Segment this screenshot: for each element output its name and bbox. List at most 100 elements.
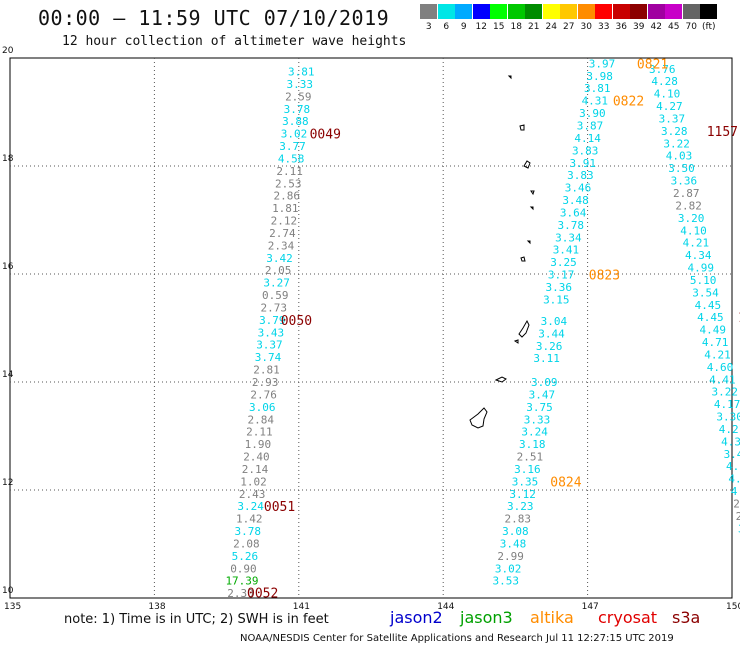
wave-height-value: 3.33 [287, 78, 314, 91]
wave-height-value: 4.03 [666, 150, 693, 163]
map-frame [9, 57, 733, 599]
island-outline [507, 75, 512, 80]
pass-time-label: 0821 [637, 57, 668, 72]
wave-height-value: 3.08 [502, 525, 529, 538]
scale-swatch [437, 4, 455, 19]
scale-tick-label: 27 [563, 22, 575, 32]
wave-height-value: 3.36 [545, 281, 572, 294]
wave-height-value: 3.81 [288, 66, 315, 79]
scale-swatch [612, 4, 630, 19]
wave-height-value: 2.84 [248, 413, 275, 426]
wave-height-value: 0.59 [262, 289, 289, 302]
wave-height-value: 3.17 [548, 269, 575, 282]
wave-height-value: 3.02 [495, 562, 522, 575]
wave-height-value: 4.10 [654, 88, 681, 101]
wave-height-value: 3.92 [738, 522, 740, 535]
lat-tick-label: 10 [2, 586, 14, 596]
wave-height-value: 3.33 [524, 413, 551, 426]
scale-swatch [682, 4, 700, 19]
wave-height-value: 3.30 [716, 411, 740, 424]
legend-jason2: jason2 [390, 608, 443, 627]
wave-height-value: 3.37 [659, 112, 686, 125]
wave-height-value: 3.91 [570, 157, 597, 170]
wave-height-value: 4.99 [687, 262, 714, 275]
wave-height-value: 4.41 [709, 373, 736, 386]
wave-height-value: 3.18 [519, 438, 546, 451]
wave-height-value: 3.81 [584, 82, 611, 95]
wave-height-value: 4.60 [707, 361, 734, 374]
island-outline [520, 256, 526, 262]
pass-time-label: 1157 [707, 125, 738, 140]
wave-height-value: 3.47 [529, 388, 556, 401]
wave-height-value: 4.21 [719, 423, 740, 436]
wave-height-value: 3.23 [507, 500, 534, 513]
lat-tick-label: 12 [2, 478, 14, 488]
wave-height-value: 3.02 [281, 128, 308, 141]
lon-tick-label: 141 [292, 602, 310, 612]
scale-swatch [507, 4, 525, 19]
wave-height-value: 3.79 [259, 314, 286, 327]
wave-height-value: 1.02 [240, 475, 267, 488]
island-outline [518, 319, 530, 338]
scale-tick-label: 24 [545, 22, 557, 32]
island-outline [513, 339, 519, 344]
wave-height-value: 3.83 [567, 169, 594, 182]
wave-height-value: 3.27 [263, 277, 290, 290]
wave-height-value: 4.28 [651, 75, 678, 88]
wave-height-value: 3.97 [589, 57, 616, 70]
scale-swatch [472, 4, 490, 19]
lon-tick-label: 135 [4, 602, 22, 612]
wave-height-value: 4.14 [574, 132, 601, 145]
scale-swatch [577, 4, 595, 19]
lat-tick-label: 18 [2, 154, 14, 164]
wave-height-value: 4.34 [685, 249, 712, 262]
scale-tick-label: 39 [633, 22, 645, 32]
wave-height-value: 3.12 [509, 488, 536, 501]
island-outline [494, 376, 507, 383]
wave-height-value: 3.77 [279, 140, 306, 153]
pass-time-label: 0824 [550, 475, 581, 490]
wave-height-value: 1.42 [236, 513, 263, 526]
wave-height-value: 2.83 [505, 513, 532, 526]
scale-swatch [525, 4, 542, 19]
lat-tick-label: 20 [2, 46, 14, 56]
wave-height-value: 2.12 [271, 215, 298, 228]
scale-tick-label: 18 [510, 22, 522, 32]
wave-height-value: 2.40 [243, 451, 270, 464]
page-title: 00:00 – 11:59 UTC 07/10/2019 [38, 6, 390, 30]
wave-height-value: 2.86 [274, 190, 301, 203]
wave-height-value: 3.78 [284, 103, 311, 116]
wave-height-value: 2.53 [275, 177, 302, 190]
scale-tick-label: 30 [580, 22, 592, 32]
scale-swatch [647, 4, 665, 19]
wave-height-value: 3.04 [541, 315, 568, 328]
wave-height-value: 3.34 [555, 231, 582, 244]
wave-height-value: 5.10 [690, 274, 717, 287]
wave-height-value: 2.76 [250, 388, 277, 401]
wave-height-value: 4.10 [680, 224, 707, 237]
wave-height-value: 4.31 [582, 95, 609, 108]
wave-height-value: 2.34 [268, 239, 295, 252]
lon-tick-label: 147 [581, 602, 599, 612]
pass-time-label: 1156 [738, 311, 740, 326]
wave-height-value: 3.78 [558, 219, 585, 232]
wave-height-value: 3.46 [565, 182, 592, 195]
wave-height-value: 4.45 [697, 311, 724, 324]
wave-height-value: 2.87 [673, 187, 700, 200]
wave-height-value: 2.11 [246, 426, 273, 439]
island-outline [519, 124, 525, 131]
wave-height-value: 4.49 [699, 324, 726, 337]
scale-swatch [595, 4, 612, 19]
wave-height-value: 2.08 [233, 537, 260, 550]
wave-height-value: 3.06 [249, 401, 276, 414]
wave-height-value: 3.48 [562, 194, 589, 207]
scale-tick-label: 21 [528, 22, 540, 32]
wave-height-value: 3.50 [668, 162, 695, 175]
wave-height-value: 3.98 [586, 70, 613, 83]
wave-height-value: 0.90 [230, 562, 257, 575]
pass-time-label: 0823 [589, 269, 620, 284]
wave-height-value: 2.59 [285, 90, 312, 103]
wave-height-value: 4.17 [714, 398, 740, 411]
wave-height-value: 3.64 [560, 206, 587, 219]
